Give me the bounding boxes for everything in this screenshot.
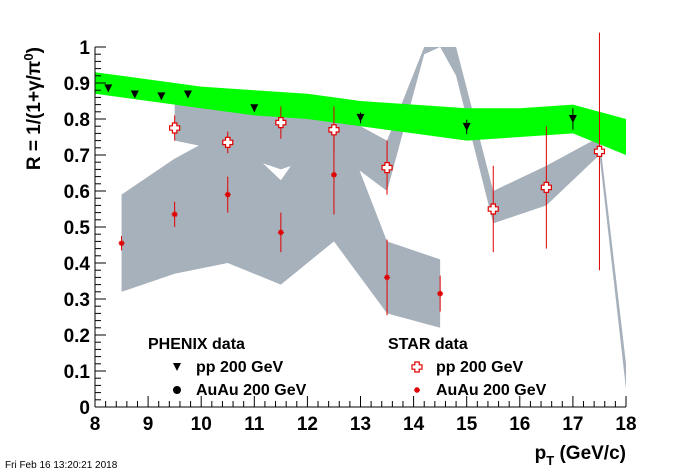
legend-marker-star bbox=[414, 387, 420, 393]
data-point bbox=[118, 240, 125, 247]
x-tick-label: 10 bbox=[191, 414, 212, 435]
data-point bbox=[384, 274, 391, 281]
x-axis-title: pT (GeV/c) bbox=[535, 443, 626, 468]
x-tick-label: 11 bbox=[244, 414, 265, 435]
y-tick-label: 0.8 bbox=[64, 110, 90, 131]
data-point bbox=[275, 116, 287, 129]
y-tick-label: 0.7 bbox=[64, 146, 90, 167]
y-tick-label: 0.4 bbox=[64, 254, 91, 275]
x-tick-label: 17 bbox=[562, 414, 583, 435]
series-2 bbox=[118, 135, 444, 316]
data-point bbox=[183, 90, 192, 99]
y-tick-label: 0.9 bbox=[64, 74, 90, 95]
data-point bbox=[277, 229, 284, 236]
legend-phenix-auau-label: AuAu 200 GeV bbox=[196, 382, 307, 399]
y-tick-label: 1 bbox=[79, 38, 90, 59]
y-tick-label: 0.5 bbox=[64, 218, 91, 239]
legend-star-header: STAR data bbox=[388, 336, 468, 353]
data-point bbox=[437, 290, 444, 297]
legend-phenix-header: PHENIX data bbox=[148, 336, 245, 353]
y-axis-title: R = 1/(1+γ/π0) bbox=[21, 47, 45, 170]
legend-marker-open-cross bbox=[411, 361, 423, 373]
legend: PHENIX data STAR data pp 200 GeV AuAu 20… bbox=[148, 336, 547, 399]
legend-star-auau-label: AuAu 200 GeV bbox=[436, 382, 547, 399]
data-point bbox=[568, 115, 577, 123]
data-point bbox=[487, 203, 499, 215]
x-tick-label: 15 bbox=[456, 414, 478, 435]
legend-marker-circle bbox=[173, 386, 181, 394]
data-point bbox=[462, 122, 471, 131]
data-point bbox=[224, 191, 231, 198]
y-tick-label: 0.2 bbox=[64, 326, 90, 347]
axes: 8 9 10 11 12 13 14 15 16 17 18 0 0.1 0.2 0.3 0.4 0.5 0.6 0… bbox=[64, 38, 637, 435]
data-point bbox=[330, 171, 337, 178]
timestamp: Fri Feb 16 13:20:21 2018 bbox=[5, 460, 118, 471]
data-point bbox=[171, 211, 178, 218]
x-tick-label: 8 bbox=[90, 414, 101, 435]
data-point bbox=[130, 90, 139, 99]
x-tick-label: 16 bbox=[509, 414, 530, 435]
y-tick-label: 0.6 bbox=[64, 182, 90, 203]
legend-marker-triangle-down bbox=[173, 363, 181, 371]
data-point bbox=[104, 84, 113, 93]
data-point bbox=[381, 162, 393, 174]
data-point bbox=[328, 124, 340, 136]
grey-band-pp bbox=[174, 47, 626, 389]
y-tick-label: 0.3 bbox=[64, 290, 90, 311]
legend-phenix-pp-label: pp 200 GeV bbox=[196, 359, 283, 376]
x-tick-label: 9 bbox=[143, 414, 154, 435]
data-point bbox=[222, 136, 234, 148]
x-tick-label: 13 bbox=[350, 414, 371, 435]
data-point bbox=[593, 145, 606, 157]
x-tick-label: 18 bbox=[615, 414, 636, 435]
data-point bbox=[356, 113, 365, 122]
data-point bbox=[169, 122, 181, 134]
data-point bbox=[250, 104, 259, 113]
legend-star-pp-label: pp 200 GeV bbox=[436, 359, 523, 376]
data-point bbox=[540, 181, 552, 193]
x-tick-label: 14 bbox=[403, 414, 425, 435]
data-markers bbox=[104, 32, 606, 316]
y-tick-label: 0.1 bbox=[64, 362, 91, 383]
series-0 bbox=[104, 84, 577, 135]
x-tick-label: 12 bbox=[297, 414, 318, 435]
data-point bbox=[157, 92, 166, 101]
y-tick-label: 0 bbox=[79, 398, 90, 419]
